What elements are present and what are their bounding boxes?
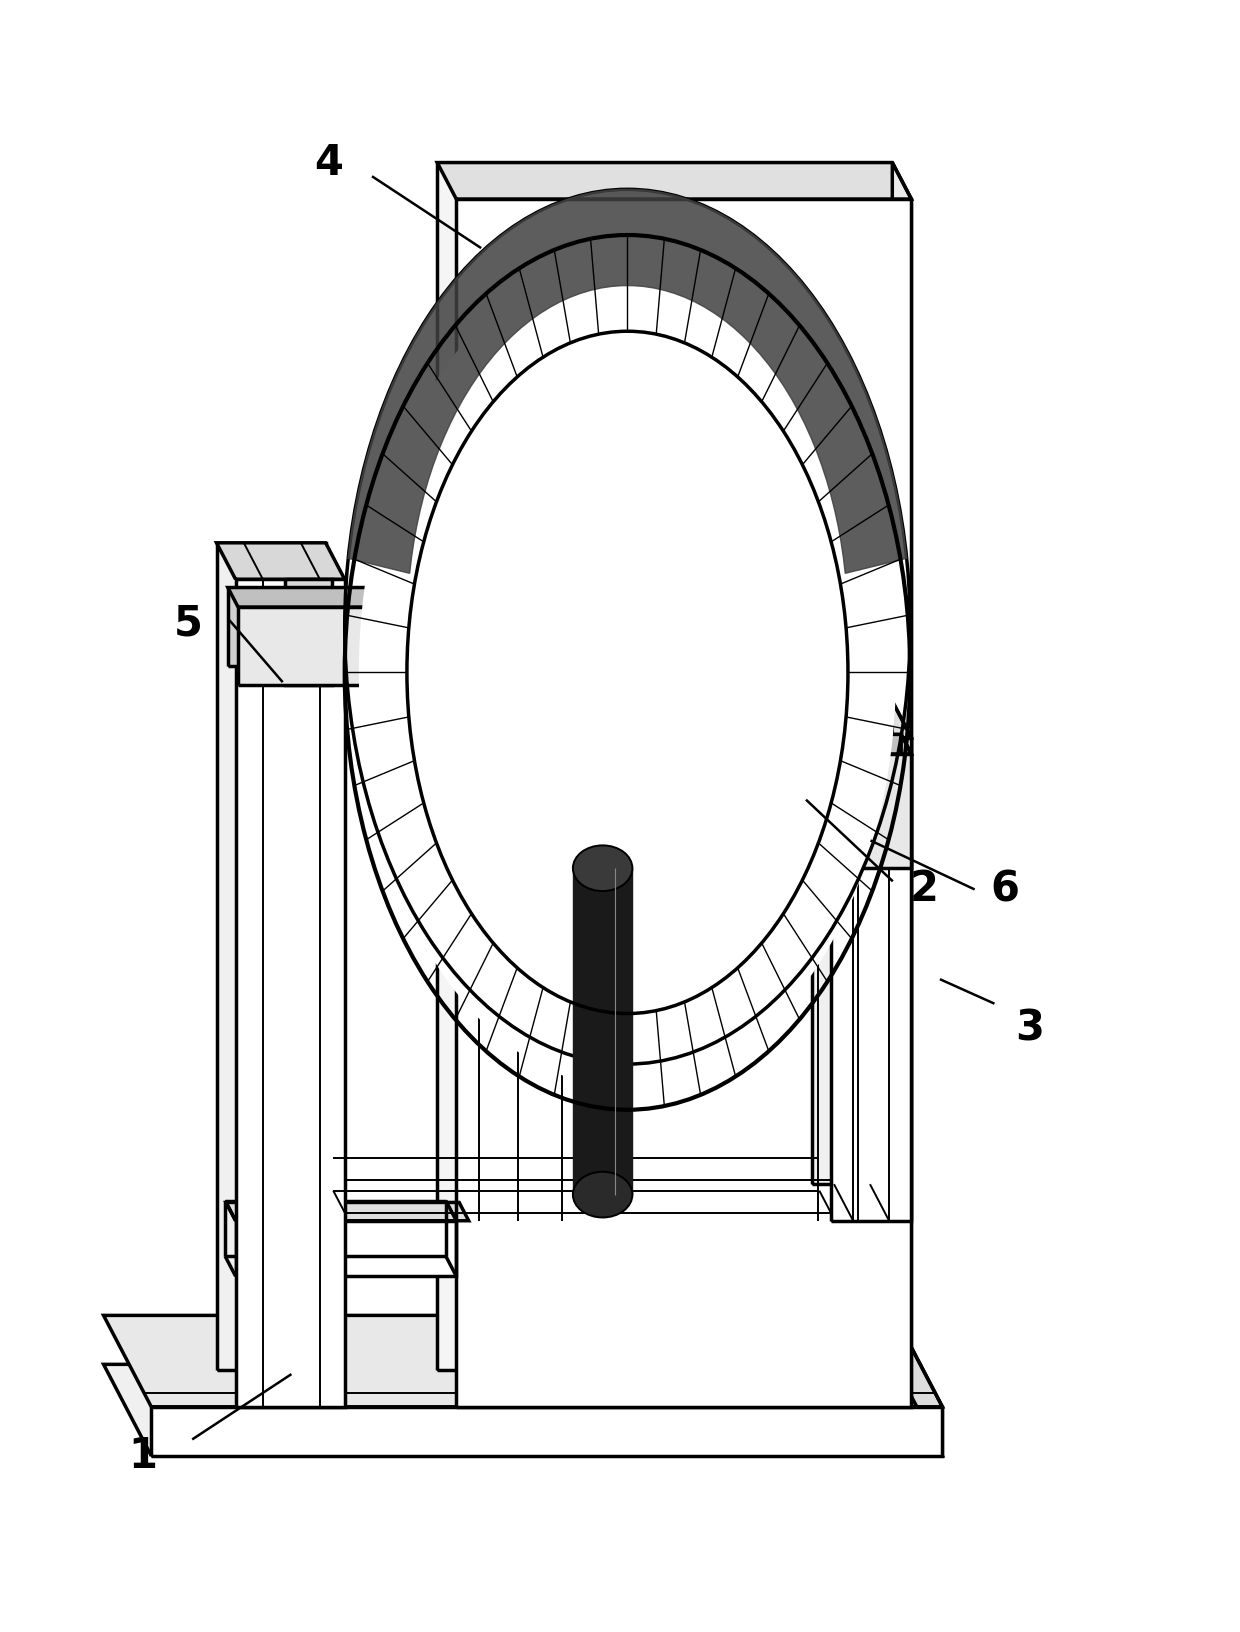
Polygon shape	[151, 1407, 942, 1456]
Ellipse shape	[358, 256, 897, 1089]
Polygon shape	[821, 734, 901, 849]
Polygon shape	[812, 702, 893, 1185]
Text: 1: 1	[128, 1435, 157, 1477]
Polygon shape	[285, 579, 332, 685]
Polygon shape	[238, 607, 384, 685]
Polygon shape	[236, 579, 345, 1407]
Polygon shape	[821, 734, 911, 754]
Text: 3: 3	[1014, 1007, 1044, 1049]
Text: 4: 4	[314, 142, 343, 184]
Polygon shape	[217, 543, 326, 1371]
Polygon shape	[228, 588, 384, 607]
Polygon shape	[831, 754, 911, 868]
Ellipse shape	[573, 1172, 632, 1217]
Ellipse shape	[573, 845, 632, 891]
Polygon shape	[348, 189, 906, 573]
Polygon shape	[812, 702, 911, 738]
Polygon shape	[438, 163, 893, 1371]
Polygon shape	[217, 543, 345, 579]
Polygon shape	[573, 868, 632, 1195]
Polygon shape	[895, 1315, 942, 1456]
Polygon shape	[103, 1364, 942, 1456]
Polygon shape	[456, 199, 911, 1407]
Polygon shape	[893, 163, 911, 1407]
Polygon shape	[438, 163, 911, 199]
Polygon shape	[226, 1203, 469, 1221]
Ellipse shape	[407, 331, 848, 1013]
Polygon shape	[831, 738, 911, 1221]
Polygon shape	[103, 1315, 942, 1407]
Polygon shape	[901, 734, 911, 868]
Polygon shape	[236, 1221, 456, 1276]
Polygon shape	[228, 588, 374, 666]
Text: 2: 2	[909, 868, 939, 911]
Text: 5: 5	[174, 602, 203, 645]
Polygon shape	[893, 702, 911, 1221]
Text: 6: 6	[990, 868, 1019, 911]
